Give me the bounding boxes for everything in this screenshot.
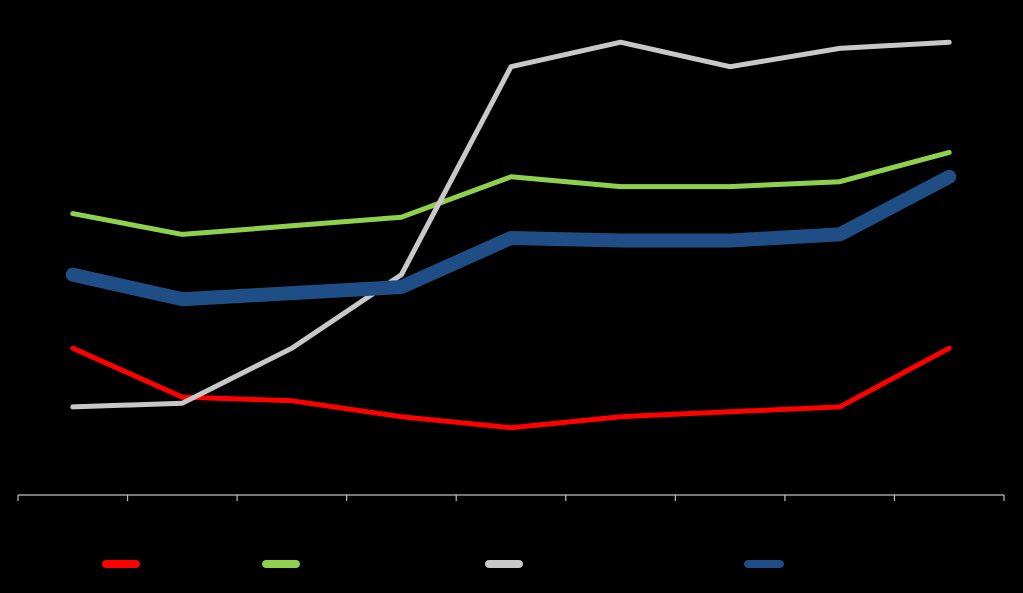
series-line-3	[65, 169, 957, 307]
series-line-0	[70, 345, 952, 431]
series-line-1	[70, 149, 952, 237]
x-axis	[17, 494, 1005, 501]
legend	[0, 552, 1023, 576]
legend-swatch	[485, 560, 523, 568]
series-line-2	[70, 39, 952, 410]
legend-swatch	[102, 560, 140, 568]
legend-swatch	[262, 560, 300, 568]
series-lines	[65, 39, 957, 431]
legend-swatch	[744, 560, 784, 568]
